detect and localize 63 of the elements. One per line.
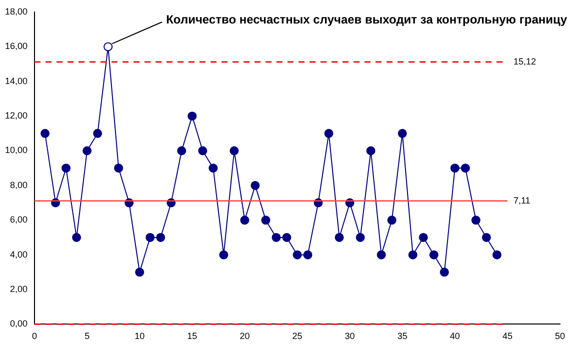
x-tick-label: 15 <box>187 331 198 342</box>
point <box>208 164 218 173</box>
point <box>198 146 208 156</box>
y-tick-label: 12,00 <box>4 110 28 121</box>
x-tick-label: 25 <box>292 331 302 342</box>
x-tick-label: 40 <box>450 331 460 342</box>
y-tick-label: 10,00 <box>4 145 28 156</box>
y-tick-label: 8,00 <box>10 180 28 190</box>
point <box>471 216 480 225</box>
point <box>219 250 228 260</box>
ref-line-label: 15,12 <box>513 56 536 66</box>
point <box>356 232 365 242</box>
point <box>387 216 396 225</box>
point <box>177 146 186 156</box>
point <box>93 128 102 138</box>
x-tick-label: 10 <box>134 331 145 342</box>
point <box>240 216 250 225</box>
y-tick-label: 16,00 <box>4 41 28 52</box>
point <box>104 42 113 52</box>
point <box>482 232 491 242</box>
point <box>272 232 281 242</box>
point <box>62 164 71 173</box>
point <box>376 250 386 260</box>
point <box>250 180 260 190</box>
point <box>82 146 92 156</box>
point <box>156 232 166 242</box>
y-tick-label: 18,00 <box>4 6 28 16</box>
x-tick-label: 35 <box>397 331 408 342</box>
point <box>114 164 124 173</box>
x-tick-label: 45 <box>502 331 512 342</box>
x-tick-label: 50 <box>554 331 565 342</box>
y-tick-label: 14,00 <box>4 76 28 86</box>
point <box>429 250 438 260</box>
point <box>408 250 418 260</box>
point <box>282 232 292 242</box>
point <box>146 232 155 242</box>
x-tick-label: 5 <box>84 331 90 342</box>
point <box>460 164 470 173</box>
point <box>418 232 428 242</box>
point <box>303 250 312 260</box>
point <box>135 268 144 277</box>
x-tick-label: 20 <box>240 331 250 342</box>
y-tick-label: 6,00 <box>10 214 28 225</box>
point <box>72 232 82 242</box>
point <box>398 128 407 138</box>
y-tick-label: 4,00 <box>10 249 28 260</box>
annotation: Количество несчастных случаев выходит за контрольную границу <box>166 12 568 26</box>
point <box>334 232 344 242</box>
point <box>230 146 239 156</box>
point <box>492 250 502 260</box>
ref-line-label: 7,11 <box>513 195 530 206</box>
point <box>188 112 197 121</box>
point <box>450 164 460 173</box>
x-tick-label: 0 <box>32 331 38 342</box>
point <box>40 128 50 138</box>
y-tick-label: 0,00 <box>10 318 28 329</box>
point <box>292 250 302 260</box>
x-tick-label: 30 <box>344 331 355 342</box>
point <box>324 128 334 138</box>
point <box>440 268 449 277</box>
point <box>366 146 376 156</box>
point <box>261 216 270 225</box>
y-tick-label: 2,00 <box>10 284 28 294</box>
